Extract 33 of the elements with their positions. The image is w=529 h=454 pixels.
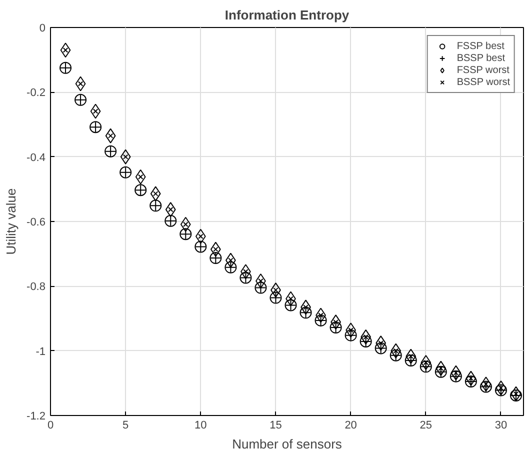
point [75, 76, 86, 92]
x-tick-label: 20 [344, 420, 357, 432]
point [135, 169, 146, 184]
point [60, 42, 71, 58]
y-axis-title: Utility value [4, 188, 19, 255]
x-tick-label: 30 [494, 420, 508, 432]
x-tick-label: 15 [270, 420, 282, 432]
y-tick-label: -0.2 [26, 87, 46, 100]
legend-label: FSSP worst [456, 64, 510, 76]
y-tick-label: -1 [36, 346, 46, 358]
y-tick-label: -0.8 [26, 281, 46, 294]
x-tick-label: 5 [122, 420, 129, 432]
point [120, 149, 131, 164]
point [510, 386, 522, 402]
point [450, 365, 462, 380]
y-tick-label: 0 [39, 22, 46, 34]
point [150, 186, 161, 202]
y-tick-label: -0.4 [26, 152, 46, 164]
x-tick-label: 25 [420, 420, 432, 432]
x-tick-label: 10 [194, 420, 207, 432]
point [90, 104, 101, 119]
legend-label: BSSP worst [456, 76, 510, 88]
point [496, 380, 506, 396]
x-tick-label: 0 [47, 420, 54, 432]
point [466, 370, 476, 386]
legend-label: FSSP best [456, 40, 504, 52]
legend-label: BSSP best [456, 52, 506, 64]
point [480, 376, 492, 392]
x-axis-title: Number of sensors [232, 436, 342, 452]
y-tick-label: -1.2 [26, 410, 46, 422]
point [180, 216, 191, 232]
y-tick-label: -0.6 [26, 216, 46, 228]
chart-title: Information Entropy [224, 8, 350, 22]
